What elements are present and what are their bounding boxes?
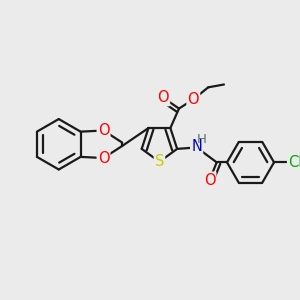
Text: S: S	[155, 154, 164, 169]
Text: O: O	[188, 92, 199, 107]
Text: O: O	[204, 172, 215, 188]
Text: N: N	[191, 140, 202, 154]
Text: O: O	[98, 151, 109, 166]
Text: O: O	[158, 90, 169, 105]
Text: H: H	[197, 133, 207, 146]
Text: O: O	[98, 123, 109, 138]
Text: Cl: Cl	[288, 155, 300, 170]
